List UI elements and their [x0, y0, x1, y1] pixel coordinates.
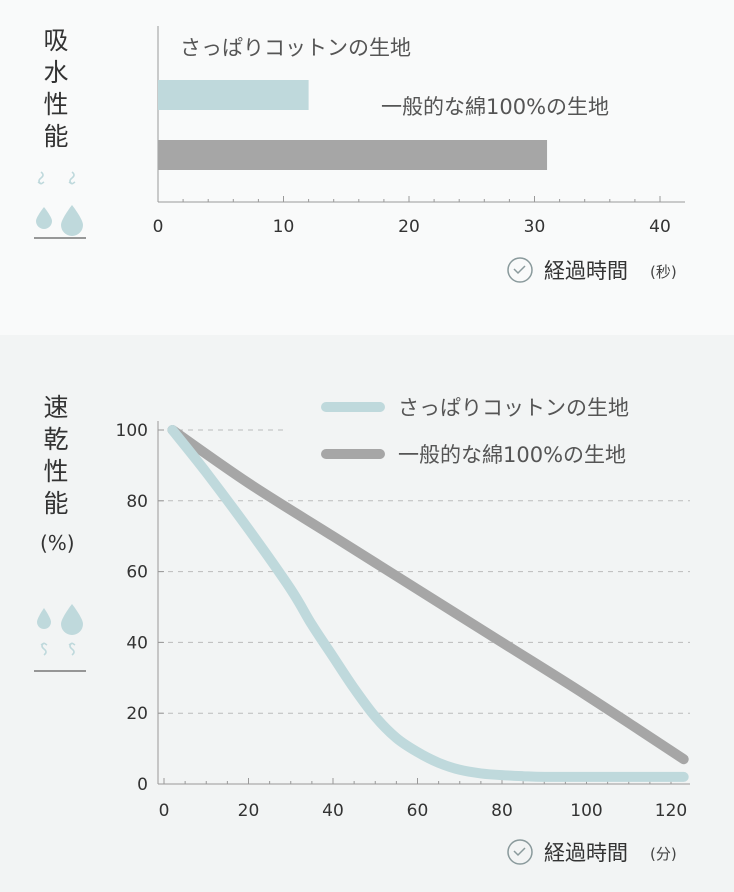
bars — [158, 80, 548, 170]
drying-panel: 速 乾 性 能 (%) 0 20 40 60 80 100 0 20 40 60 80 100 120 … — [0, 335, 734, 892]
drying-title: 速 乾 性 能 — [43, 393, 69, 518]
legend: さっぱりコットンの生地 一般的な綿100%の生地 — [321, 396, 629, 467]
y-tick-label: 0 — [137, 775, 148, 795]
bar-label-sappari: さっぱりコットンの生地 — [180, 36, 411, 60]
x-tick-label: 10 — [273, 217, 295, 237]
y-tick-label: 100 — [116, 421, 148, 441]
y-tick-label: 60 — [126, 563, 148, 583]
x-tick-label: 80 — [491, 801, 513, 821]
x-tick-label: 100 — [570, 801, 602, 821]
x-axis-label: 経過時間 — [544, 841, 628, 865]
x-tick-label: 40 — [322, 801, 344, 821]
absorption-title: 吸 水 性 能 — [43, 26, 69, 151]
x-tick-label: 20 — [398, 217, 420, 237]
x-ticks: 0 10 20 30 40 — [153, 196, 671, 237]
clock-check-icon — [507, 839, 533, 865]
x-tick-label: 20 — [238, 801, 260, 821]
bar-label-ippan: 一般的な綿100%の生地 — [381, 95, 609, 119]
bar-0 — [158, 80, 309, 110]
x-axis-unit: (秒) — [650, 263, 677, 281]
legend-label-ippan: 一般的な綿100%の生地 — [398, 443, 626, 467]
clock-check-icon — [507, 257, 533, 283]
series-lines — [167, 425, 689, 782]
bar-1 — [158, 140, 548, 170]
x-axis-unit: (分) — [650, 845, 677, 863]
drying-unit: (%) — [40, 531, 75, 555]
y-tick-label: 80 — [126, 492, 148, 512]
ticks: 0 20 40 60 80 100 0 20 40 60 80 100 120 — [116, 421, 688, 821]
series-line-0 — [167, 425, 689, 782]
x-tick-label: 0 — [159, 801, 170, 821]
x-tick-label: 30 — [524, 217, 546, 237]
drying-chart: 0 20 40 60 80 100 0 20 40 60 80 100 120 さっぱりコットンの生地 … — [34, 396, 690, 865]
x-tick-label: 0 — [153, 217, 164, 237]
water-drops-absorb-icon — [34, 171, 86, 239]
x-tick-label: 40 — [649, 217, 671, 237]
absorption-panel: 吸 水 性 能 0 10 20 30 40 さっぱりコットンの生地 一般的な綿100%の… — [0, 0, 734, 335]
water-drops-evaporate-icon — [34, 604, 86, 672]
series-line-1 — [167, 425, 689, 765]
y-tick-label: 40 — [126, 633, 148, 653]
legend-label-sappari: さっぱりコットンの生地 — [398, 396, 629, 420]
x-axis-label: 経過時間 — [544, 259, 628, 283]
y-tick-label: 20 — [126, 704, 148, 724]
x-tick-label: 60 — [407, 801, 429, 821]
x-tick-label: 120 — [655, 801, 687, 821]
absorption-chart: 0 10 20 30 40 さっぱりコットンの生地 一般的な綿100%の生地 経過時間 … — [34, 26, 685, 283]
